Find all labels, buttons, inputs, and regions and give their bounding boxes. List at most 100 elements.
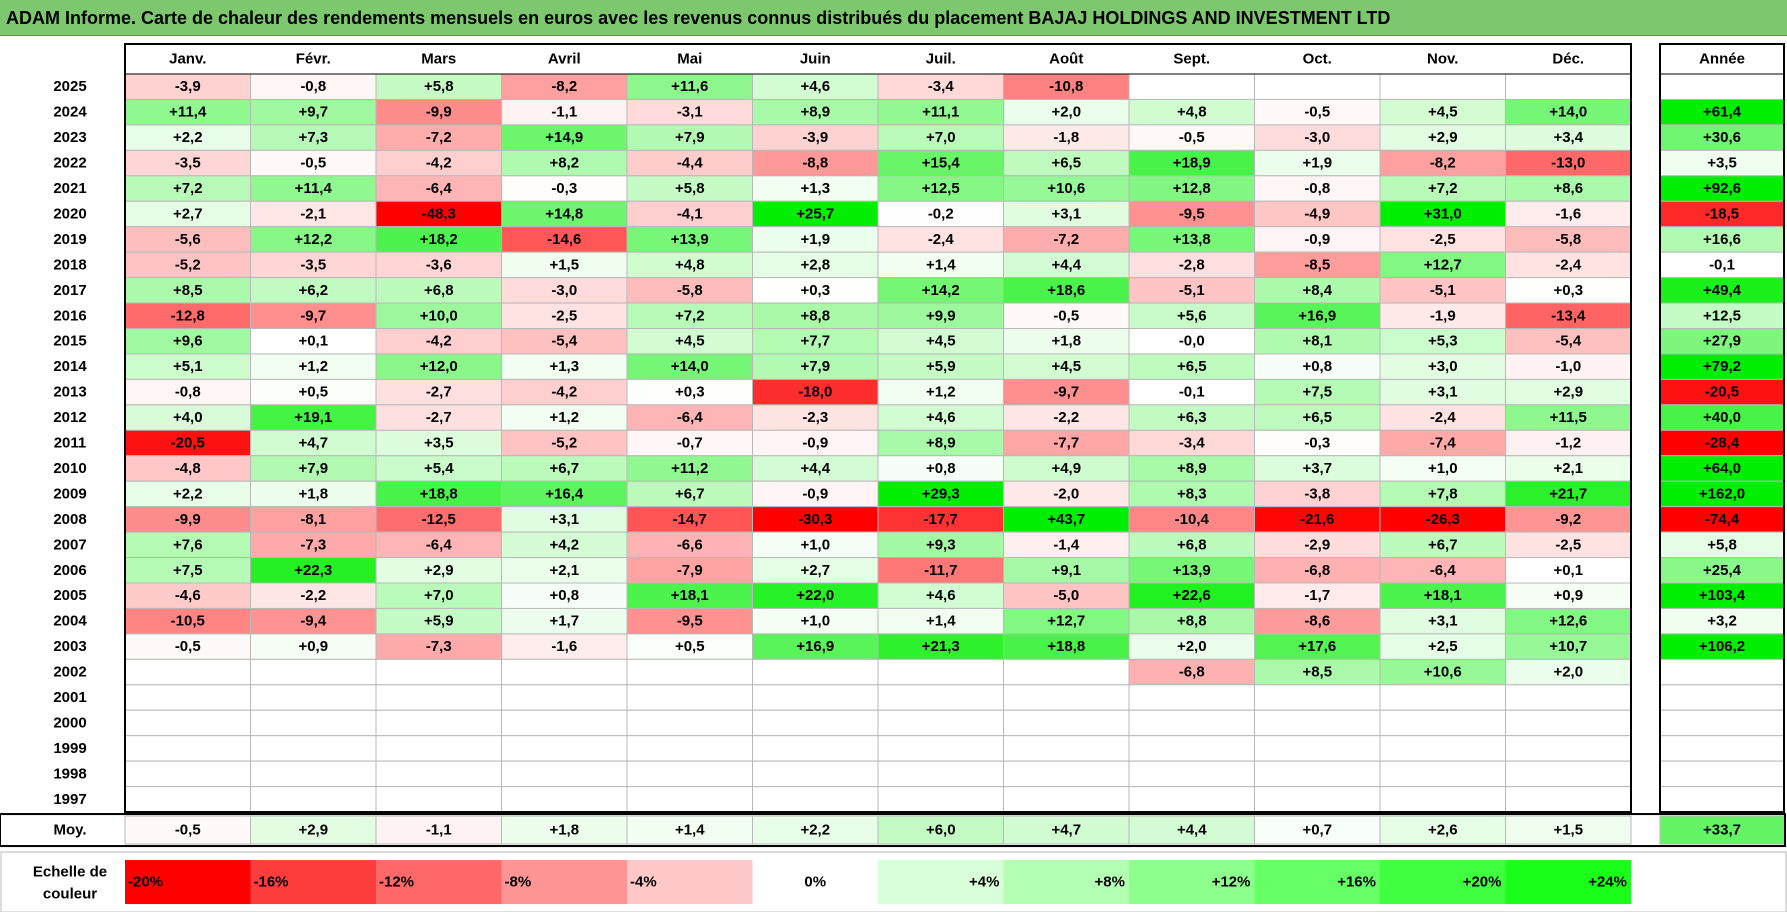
heatmap-cell	[1003, 251, 1130, 279]
heatmap-cell	[626, 582, 753, 609]
cell-value: +1,3	[549, 358, 579, 375]
heatmap-cell	[1254, 429, 1381, 457]
cell-value: +16,9	[796, 638, 834, 655]
cell-value: -0,2	[928, 205, 954, 222]
heatmap-cell	[1128, 531, 1255, 559]
cell-value: -6,6	[677, 536, 703, 553]
cell-value: -13,4	[1551, 307, 1586, 324]
heatmap-cell	[1379, 328, 1506, 355]
heatmap-cell	[877, 480, 1004, 508]
heatmap-cell	[1505, 658, 1632, 686]
heatmap-cell	[752, 429, 879, 457]
cell-value: +3,1	[1428, 384, 1458, 401]
scale-swatch-label: -12%	[379, 874, 414, 891]
heatmap-cell	[877, 251, 1004, 279]
cell-value: -9,4	[300, 613, 327, 630]
cell-value: +14,0	[671, 358, 709, 375]
heatmap-cell	[1003, 277, 1130, 304]
annual-value: +103,4	[1699, 587, 1746, 604]
year-label: 2008	[53, 511, 86, 528]
heatmap-cell	[124, 557, 251, 584]
heatmap-cell	[124, 302, 251, 329]
cell-value: +2,5	[1428, 638, 1458, 655]
cell-value: -5,6	[175, 231, 201, 248]
cell-value: -10,4	[1175, 511, 1210, 528]
heatmap-cell	[375, 557, 502, 584]
heatmap-cell	[1505, 735, 1632, 762]
cell-value: +4,5	[1428, 104, 1458, 121]
heatmap-cell	[501, 404, 628, 431]
heatmap-cell	[250, 786, 377, 813]
cell-value: +2,8	[800, 256, 830, 273]
heatmap-cell	[752, 557, 879, 584]
heatmap-cell	[501, 735, 628, 762]
cell-value: -0,8	[1304, 180, 1330, 197]
heatmap-cell	[1379, 175, 1506, 202]
cell-value: +19,1	[294, 409, 332, 426]
heatmap-cell	[501, 480, 628, 508]
cell-value: +6,7	[1428, 536, 1458, 553]
scale-swatch	[752, 860, 878, 905]
scale-swatch	[376, 860, 502, 905]
year-label: 2018	[53, 256, 86, 273]
cell-value: -1,2	[1555, 435, 1581, 452]
cell-value: -4,2	[551, 384, 577, 401]
heatmap-cell	[124, 328, 251, 355]
cell-value: +1,2	[549, 409, 579, 426]
scale-swatch-label: +16%	[1337, 874, 1376, 891]
heatmap-cell	[124, 607, 251, 635]
scale-swatch-label: -16%	[254, 874, 289, 891]
average-annual-cell	[1659, 815, 1785, 845]
cell-value: +6,7	[549, 460, 579, 477]
cell-value: +12,5	[922, 180, 960, 197]
cell-value: +0,3	[1553, 282, 1583, 299]
cell-value: -13,0	[1551, 155, 1585, 172]
cell-value: +3,4	[1553, 129, 1583, 146]
heatmap-cell	[501, 760, 628, 788]
cell-value: -1,9	[1430, 307, 1456, 324]
cell-value: -9,7	[300, 307, 326, 324]
average-value: -0,5	[175, 822, 201, 839]
month-header: Juil.	[926, 51, 956, 68]
cell-value: -2,7	[426, 384, 452, 401]
annual-cell	[1659, 175, 1785, 202]
heatmap-cell	[1003, 506, 1130, 533]
cell-value: +2,0	[1553, 664, 1583, 681]
heatmap-cell	[1254, 709, 1381, 737]
heatmap-cell	[1128, 607, 1255, 635]
heatmap-cell	[375, 455, 502, 482]
cell-value: +25,7	[796, 205, 834, 222]
cell-value: +43,7	[1047, 511, 1085, 528]
annual-cell	[1659, 277, 1785, 304]
cell-value: -9,7	[1053, 384, 1079, 401]
average-value: +4,4	[1177, 822, 1207, 839]
annual-value: +12,5	[1703, 307, 1741, 324]
heatmap-cell	[1003, 404, 1130, 431]
heatmap-cell	[124, 786, 251, 813]
heatmap-cell	[1128, 684, 1255, 711]
cell-value: -4,4	[677, 155, 704, 172]
heatmap-cell	[626, 658, 753, 686]
heatmap-cell	[1003, 607, 1130, 635]
average-cell	[375, 815, 502, 845]
heatmap-cell	[1379, 429, 1506, 457]
heatmap-cell	[1379, 353, 1506, 380]
heatmap-cell	[1379, 404, 1506, 431]
heatmap-cell	[752, 760, 879, 788]
year-label: 2011	[54, 435, 87, 452]
heatmap-cell	[1505, 429, 1632, 457]
heatmap-cell	[1003, 200, 1130, 228]
heatmap-cell	[1254, 200, 1381, 228]
heatmap-cell	[250, 353, 377, 380]
cell-value: -0,9	[802, 435, 828, 452]
heatmap-cell	[1254, 277, 1381, 304]
scale-swatch-label: 0%	[804, 874, 826, 891]
cell-value: +12,7	[1424, 256, 1462, 273]
cell-value: +11,4	[169, 104, 207, 121]
cell-value: +18,1	[671, 587, 709, 604]
month-header: Sept.	[1173, 51, 1210, 68]
heatmap-cell	[752, 302, 879, 329]
heatmap-cell	[1003, 658, 1130, 686]
heatmap-cell	[501, 353, 628, 380]
cell-value: +11,4	[295, 180, 333, 197]
